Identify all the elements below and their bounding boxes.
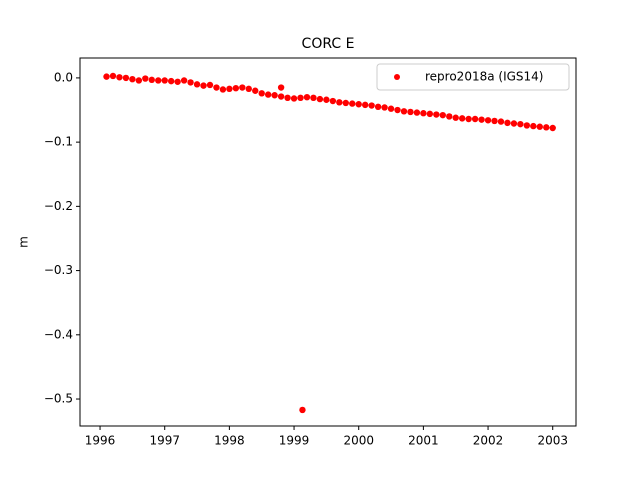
x-tick-label: 2002 xyxy=(473,434,504,448)
data-point xyxy=(471,115,479,123)
y-axis-label: m xyxy=(17,236,31,248)
data-point xyxy=(368,102,375,109)
data-point xyxy=(510,120,518,127)
data-point xyxy=(148,76,155,84)
data-point xyxy=(187,79,194,86)
data-point xyxy=(536,123,543,130)
data-point xyxy=(446,113,453,120)
data-point xyxy=(206,81,214,89)
legend-marker xyxy=(394,74,400,80)
data-point xyxy=(530,122,537,130)
legend-box xyxy=(376,63,570,91)
data-point xyxy=(439,111,446,119)
data-point xyxy=(239,84,246,91)
data-point xyxy=(497,118,505,125)
data-point xyxy=(167,77,175,85)
data-point xyxy=(213,84,220,91)
data-point xyxy=(323,96,330,103)
data-point xyxy=(420,110,427,117)
y-tick-label: −0.4 xyxy=(44,327,73,341)
data-point xyxy=(232,84,240,92)
data-point xyxy=(433,111,440,118)
data-point xyxy=(277,84,285,91)
data-point xyxy=(310,94,317,102)
data-point xyxy=(297,94,304,102)
data-point xyxy=(109,72,117,80)
data-point xyxy=(426,110,434,118)
plot-frame xyxy=(79,57,577,427)
data-point xyxy=(284,94,291,102)
data-point xyxy=(452,114,459,121)
data-point xyxy=(258,90,265,97)
data-point xyxy=(504,119,511,127)
data-point xyxy=(387,105,395,112)
data-point xyxy=(355,101,362,108)
x-tick-label: 1997 xyxy=(149,434,180,448)
data-point xyxy=(299,406,306,414)
data-point xyxy=(316,95,324,103)
data-point xyxy=(245,85,252,93)
data-point xyxy=(103,73,110,80)
y-tick-label: −0.1 xyxy=(44,135,73,149)
data-point xyxy=(135,77,143,84)
data-point xyxy=(407,108,414,116)
data-point xyxy=(303,93,311,101)
data-point xyxy=(116,74,123,81)
data-point xyxy=(252,87,259,94)
data-point xyxy=(329,97,337,105)
x-tick-label: 1996 xyxy=(85,434,116,448)
x-tick-label: 2001 xyxy=(408,434,439,448)
y-tick-label: 0.0 xyxy=(54,70,73,84)
data-point xyxy=(361,101,369,109)
x-tick-label: 1999 xyxy=(279,434,310,448)
data-point xyxy=(271,92,278,99)
data-point xyxy=(277,93,285,100)
data-point xyxy=(193,81,201,88)
data-point xyxy=(491,117,498,125)
data-point xyxy=(394,106,401,114)
data-point xyxy=(381,104,388,111)
data-point xyxy=(264,91,272,98)
data-point xyxy=(543,124,550,131)
data-point xyxy=(342,99,349,107)
data-point xyxy=(478,116,485,123)
data-point xyxy=(142,75,149,82)
x-tick-label: 1998 xyxy=(214,434,245,448)
chart-title: CORC E xyxy=(302,36,355,52)
data-point xyxy=(400,108,408,115)
data-point xyxy=(161,77,168,84)
data-point xyxy=(484,117,492,124)
data-point xyxy=(523,122,531,129)
data-point xyxy=(374,103,382,111)
data-point xyxy=(336,99,343,106)
data-point xyxy=(129,75,136,83)
data-point xyxy=(155,77,162,84)
data-point xyxy=(349,100,356,107)
data-point xyxy=(465,115,472,123)
data-point xyxy=(549,124,556,132)
data-point xyxy=(200,82,207,89)
data-point xyxy=(517,120,524,128)
data-point xyxy=(226,85,233,93)
data-point xyxy=(290,95,298,102)
data-point xyxy=(413,109,421,116)
x-tick-label: 2000 xyxy=(343,434,374,448)
y-tick-label: −0.2 xyxy=(44,199,73,213)
data-point xyxy=(180,77,188,84)
data-point xyxy=(458,115,466,122)
y-tick-label: −0.5 xyxy=(44,392,73,406)
data-point xyxy=(219,86,227,93)
data-point xyxy=(174,78,181,85)
x-tick-label: 2003 xyxy=(537,434,568,448)
legend-label: repro2018a (IGS14) xyxy=(425,70,543,84)
data-point xyxy=(122,74,130,82)
y-tick-label: −0.3 xyxy=(44,263,73,277)
